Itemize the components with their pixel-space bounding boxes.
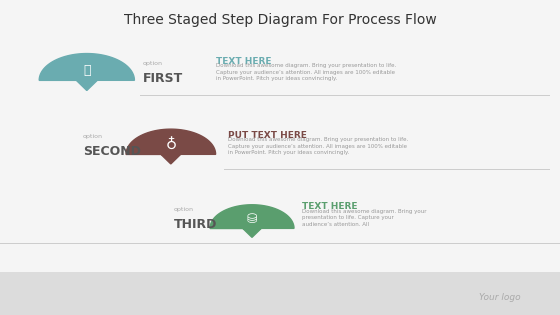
FancyBboxPatch shape [0, 272, 560, 315]
Text: FIRST: FIRST [143, 72, 183, 84]
Text: option: option [143, 60, 163, 66]
Text: Three Staged Step Diagram For Process Flow: Three Staged Step Diagram For Process Fl… [124, 13, 436, 26]
Text: PUT TEXT HERE: PUT TEXT HERE [228, 131, 307, 140]
Text: SECOND: SECOND [83, 145, 141, 158]
Polygon shape [39, 54, 134, 90]
Text: TEXT HERE: TEXT HERE [302, 202, 358, 211]
Text: Download this awesome diagram. Bring your presentation to life.
Capture your aud: Download this awesome diagram. Bring you… [216, 63, 396, 81]
Text: Your logo: Your logo [479, 293, 521, 302]
Text: option: option [83, 134, 103, 139]
Text: TEXT HERE: TEXT HERE [216, 57, 271, 66]
Polygon shape [210, 205, 294, 238]
Text: option: option [174, 207, 194, 212]
Text: THIRD: THIRD [174, 218, 217, 231]
Text: Download this awesome diagram. Bring your presentation to life.
Capture your aud: Download this awesome diagram. Bring you… [228, 137, 409, 155]
Text: ♁: ♁ [165, 137, 176, 152]
Text: ⛹: ⛹ [83, 64, 91, 77]
Text: ⛁: ⛁ [247, 213, 257, 226]
Text: Download this awesome diagram. Bring your
presentation to life. Capture your
aud: Download this awesome diagram. Bring you… [302, 209, 427, 227]
Polygon shape [126, 129, 216, 164]
